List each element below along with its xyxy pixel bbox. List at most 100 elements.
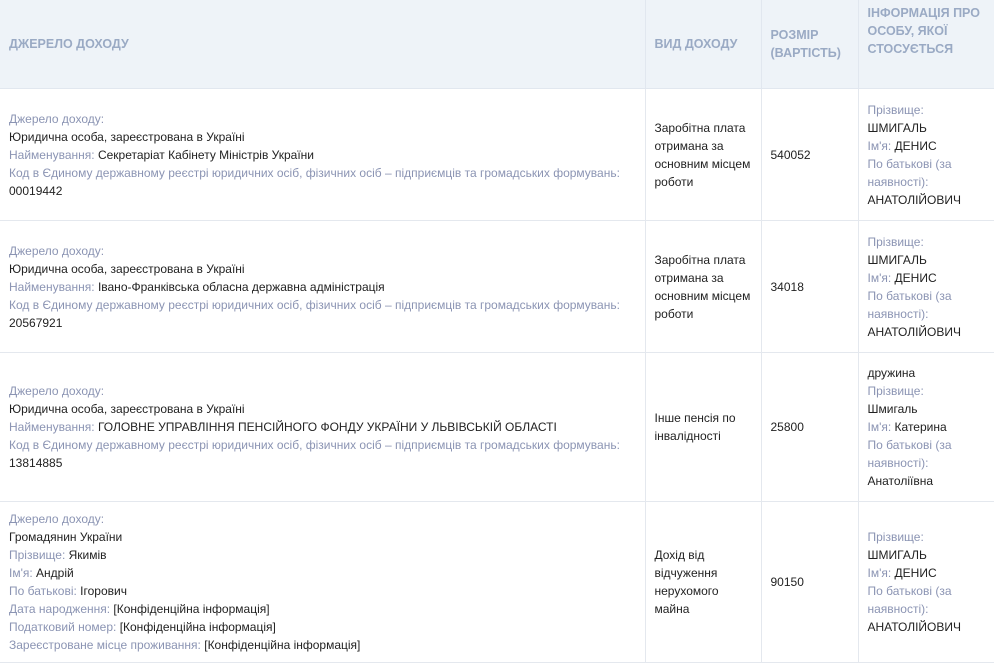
income-source-cell: Джерело доходу: Юридична особа, зареєстро…: [0, 220, 646, 353]
info-line: Податковий номер: [Конфіденційна інформа…: [9, 618, 636, 636]
field-value: АНАТОЛІЙОВИЧ: [867, 620, 962, 634]
field-value: ШМИГАЛЬ: [867, 252, 927, 267]
info-line: Джерело доходу:: [9, 382, 636, 400]
info-line: Анатоліївна: [868, 472, 986, 490]
info-line: Прізвище:: [868, 382, 986, 400]
income-type-cell: Заробітна плата отримана за основним міс…: [645, 88, 762, 221]
income-type-cell: Дохід від відчуження нерухомого майна: [645, 501, 762, 663]
field-label: Податковий номер:: [9, 620, 120, 634]
income-source-cell: Джерело доходу: Громадянин України Прізвищ…: [0, 501, 646, 663]
info-line: Джерело доходу:: [9, 242, 636, 260]
field-label: Ім'я:: [867, 138, 895, 153]
info-line: 00019442: [9, 182, 636, 200]
field-value: Катерина: [894, 420, 947, 434]
field-label: Прізвище:: [9, 548, 69, 562]
field-label: Код в Єдиному державному реєстрі юридичн…: [9, 438, 620, 452]
field-value: 00019442: [9, 183, 63, 198]
field-label: Джерело доходу:: [9, 384, 105, 398]
income-type-cell: Інше пенсія по інвалідності: [645, 352, 762, 502]
field-value: ДЕНИС: [894, 566, 937, 580]
field-label: Прізвище:: [867, 102, 924, 117]
field-label: Прізвище:: [867, 384, 924, 398]
info-line: Юридична особа, зареєстрована в Україні: [9, 128, 636, 146]
field-value: Громадянин України: [9, 530, 123, 544]
info-line: Код в Єдиному державному реєстрі юридичн…: [9, 164, 636, 182]
field-value: ДЕНИС: [894, 138, 937, 153]
info-line: Ім'я: ДЕНИС: [868, 269, 986, 287]
field-label: Ім'я:: [867, 420, 895, 434]
field-value: ГОЛОВНЕ УПРАВЛІННЯ ПЕНСІЙНОГО ФОНДУ УКРА…: [97, 420, 557, 434]
field-label: По батькові:: [9, 584, 81, 598]
info-line: Джерело доходу:: [9, 510, 636, 528]
info-line: Шмигаль: [868, 400, 986, 418]
field-label: Найменування:: [9, 420, 98, 434]
field-label: Найменування:: [9, 147, 98, 162]
field-value: Анатоліївна: [867, 474, 934, 488]
field-label: Ім'я:: [867, 566, 895, 580]
info-line: По батькові (за наявності):: [868, 582, 986, 618]
info-line: 20567921: [9, 314, 636, 332]
info-line: Прізвище:: [868, 233, 986, 251]
info-line: 13814885: [9, 454, 636, 472]
column-header: ІНФОРМАЦІЯ ПРО ОСОБУ, ЯКОЇ СТОСУЄТЬСЯ: [858, 0, 994, 89]
field-value: Андрій: [36, 566, 74, 580]
income-amount-cell: 540052: [761, 88, 859, 221]
field-label: Код в Єдиному державному реєстрі юридичн…: [9, 297, 620, 312]
info-line: ШМИГАЛЬ: [868, 251, 986, 269]
field-value: Шмигаль: [867, 402, 918, 416]
info-line: Юридична особа, зареєстрована в Україні: [9, 260, 636, 278]
field-value: 20567921: [9, 315, 63, 330]
field-value: АНАТОЛІЙОВИЧ: [867, 324, 962, 339]
field-label: Зареєстроване місце проживання:: [9, 638, 205, 652]
field-label: Код в Єдиному державному реєстрі юридичн…: [9, 165, 620, 180]
table-row: Джерело доходу: Громадянин України Прізвищ…: [0, 501, 994, 663]
column-header: ВИД ДОХОДУ: [645, 0, 762, 89]
income-type-cell: Заробітна плата отримана за основним міс…: [645, 220, 762, 353]
field-value: Якимів: [68, 548, 107, 562]
person-info-cell: Прізвище: ШМИГАЛЬ Ім'я: ДЕНИС По батькові (…: [858, 220, 994, 353]
info-line: По батькові: Ігорович: [9, 582, 636, 600]
info-line: ШМИГАЛЬ: [868, 546, 986, 564]
info-line: ШМИГАЛЬ: [868, 119, 986, 137]
table-row: Джерело доходу: Юридична особа, зареєстро…: [0, 220, 994, 353]
field-value: АНАТОЛІЙОВИЧ: [867, 192, 962, 207]
field-label: Ім'я:: [867, 270, 895, 285]
income-amount-cell: 90150: [761, 501, 859, 663]
info-line: По батькові (за наявності):: [868, 155, 986, 191]
info-line: Код в Єдиному державному реєстрі юридичн…: [9, 296, 636, 314]
field-label: Ім'я:: [9, 566, 37, 580]
table-row: Джерело доходу: Юридична особа, зареєстро…: [0, 88, 994, 221]
info-line: АНАТОЛІЙОВИЧ: [868, 323, 986, 341]
info-line: Ім'я: ДЕНИС: [868, 137, 986, 155]
info-line: Прізвище:: [868, 101, 986, 119]
field-label: Найменування:: [9, 279, 98, 294]
person-info-cell: дружина Прізвище: Шмигаль Ім'я: Катерина По …: [858, 352, 994, 502]
field-value: Секретаріат Кабінету Міністрів України: [97, 147, 315, 162]
field-value: [Конфіденційна інформація]: [113, 602, 270, 616]
info-line: Прізвище:: [868, 528, 986, 546]
field-label: По батькові (за наявності):: [867, 584, 952, 616]
info-line: Громадянин України: [9, 528, 636, 546]
field-label: Прізвище:: [867, 530, 924, 544]
field-value: Івано-Франківська обласна державна адмін…: [97, 279, 385, 294]
field-value: ДЕНИС: [894, 270, 937, 285]
info-line: Ім'я: Андрій: [9, 564, 636, 582]
info-line: Зареєстроване місце проживання: [Конфіде…: [9, 636, 636, 654]
info-line: Юридична особа, зареєстрована в Україні: [9, 400, 636, 418]
field-value: Юридична особа, зареєстрована в Україні: [9, 402, 245, 416]
info-line: Ім'я: ДЕНИС: [868, 564, 986, 582]
info-line: дружина: [868, 364, 986, 382]
info-line: Прізвище: Якимів: [9, 546, 636, 564]
info-line: АНАТОЛІЙОВИЧ: [868, 618, 986, 636]
table-header: ДЖЕРЕЛО ДОХОДУ ВИД ДОХОДУ РОЗМІР (ВАРТІСТЬ…: [0, 0, 994, 89]
field-value: Юридична особа, зареєстрована в Україні: [9, 129, 245, 144]
info-line: Ім'я: Катерина: [868, 418, 986, 436]
income-source-cell: Джерело доходу: Юридична особа, зареєстро…: [0, 352, 646, 502]
income-source-cell: Джерело доходу: Юридична особа, зареєстро…: [0, 88, 646, 221]
field-value: Юридична особа, зареєстрована в Україні: [9, 261, 245, 276]
field-value: ШМИГАЛЬ: [867, 120, 927, 135]
field-value: ШМИГАЛЬ: [867, 548, 927, 562]
column-header: ДЖЕРЕЛО ДОХОДУ: [0, 0, 646, 89]
info-line: По батькові (за наявності):: [868, 287, 986, 323]
field-value: [Конфіденційна інформація]: [119, 620, 276, 634]
